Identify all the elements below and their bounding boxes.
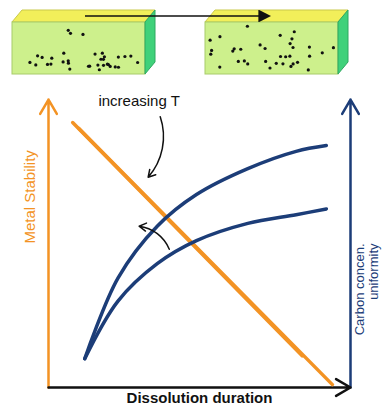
svg-text:Metal Stability: Metal Stability: [21, 150, 38, 244]
svg-text:Dissolution duration: Dissolution duration: [127, 389, 273, 406]
svg-text:Carbon concen.uniformity: Carbon concen.uniformity: [352, 243, 381, 335]
svg-text:increasing T: increasing T: [98, 92, 179, 109]
